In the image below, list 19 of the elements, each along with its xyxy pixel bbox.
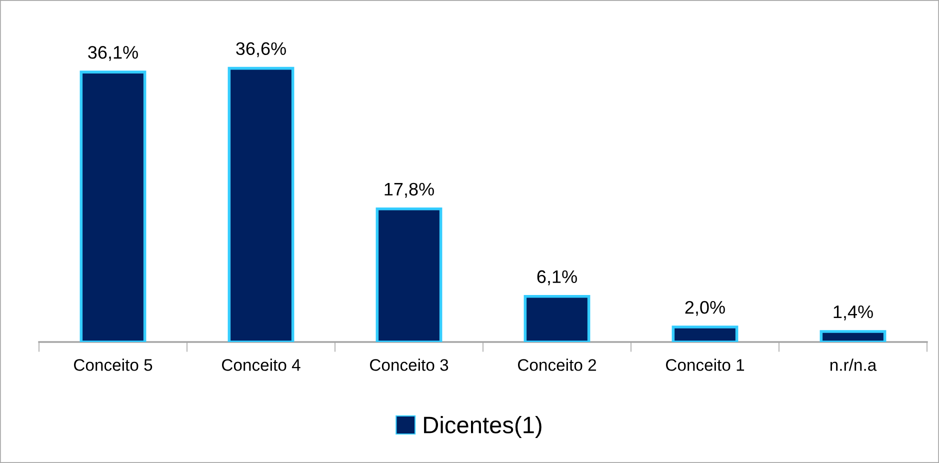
x-tick-label: n.r/n.a xyxy=(830,358,877,371)
x-tick-label: Conceito 4 xyxy=(222,358,300,371)
bar xyxy=(820,330,886,342)
data-label: 6,1% xyxy=(537,270,577,286)
x-tick-label: Conceito 2 xyxy=(518,358,596,371)
x-tick-label: Conceito 3 xyxy=(370,358,448,371)
data-label: 17,8% xyxy=(384,182,434,198)
data-label: 1,4% xyxy=(834,306,873,320)
bar xyxy=(524,294,590,342)
data-label: 36,1% xyxy=(88,46,138,61)
data-label: 36,6% xyxy=(236,42,286,58)
bar xyxy=(672,326,738,342)
bar xyxy=(80,70,146,342)
legend-label: Dicentes(1) xyxy=(424,416,542,438)
data-label: 2,0% xyxy=(685,300,725,316)
bar xyxy=(228,66,294,342)
x-tick-label: Conceito 1 xyxy=(666,358,744,371)
bar xyxy=(376,208,442,342)
x-tick-label: Conceito 5 xyxy=(74,358,152,371)
